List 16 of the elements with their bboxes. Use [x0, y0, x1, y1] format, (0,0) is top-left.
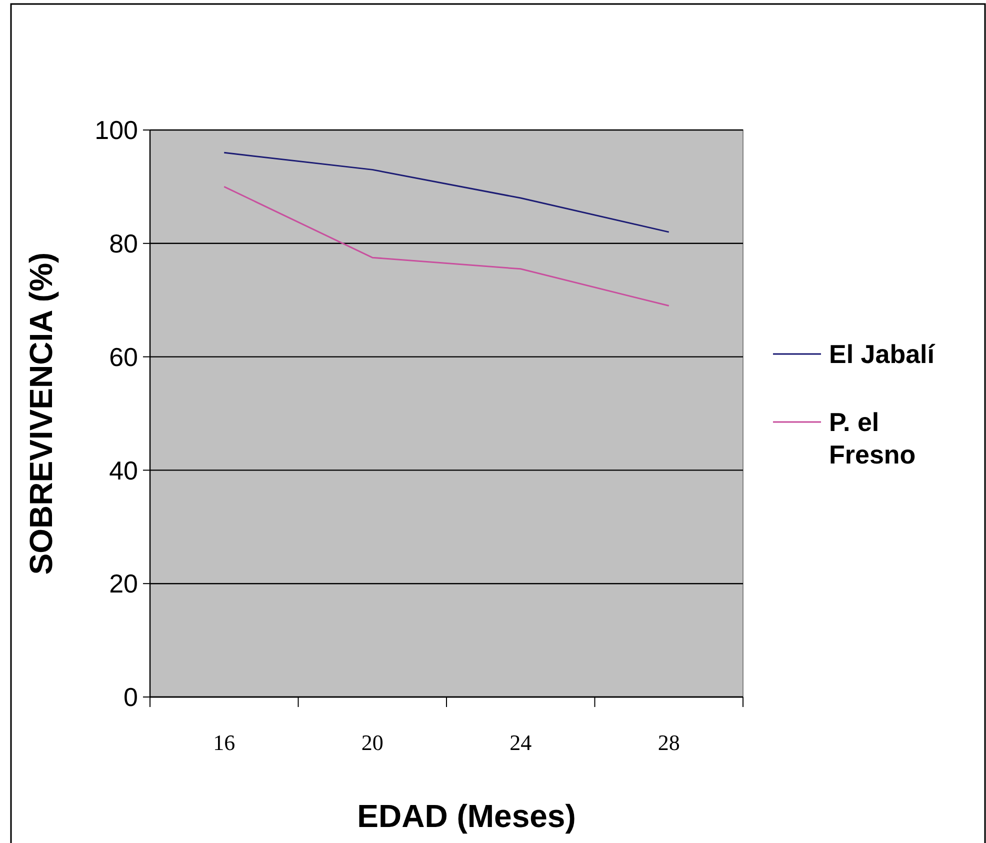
x-axis-title: EDAD (Meses): [357, 798, 576, 834]
legend-label: El Jabalí: [829, 339, 936, 370]
line-series: [223, 186, 670, 307]
y-tick-label: 20: [109, 568, 138, 599]
y-tick-label: 80: [109, 228, 138, 258]
x-tick-label: 16: [213, 730, 236, 755]
x-tick-label: 20: [361, 730, 384, 755]
y-tick-label: 40: [109, 455, 138, 486]
y-tick-label: 100: [94, 115, 138, 146]
legend-label: P. el Fresno: [829, 407, 916, 470]
y-tick-label: 0: [124, 682, 138, 712]
y-tick-label: 60: [109, 342, 138, 372]
x-tick-label: 24: [510, 730, 532, 755]
x-tick-label: 28: [658, 730, 680, 755]
line-series: [223, 152, 670, 233]
y-axis-title: SOBREVIVENCIA (%): [23, 252, 59, 575]
